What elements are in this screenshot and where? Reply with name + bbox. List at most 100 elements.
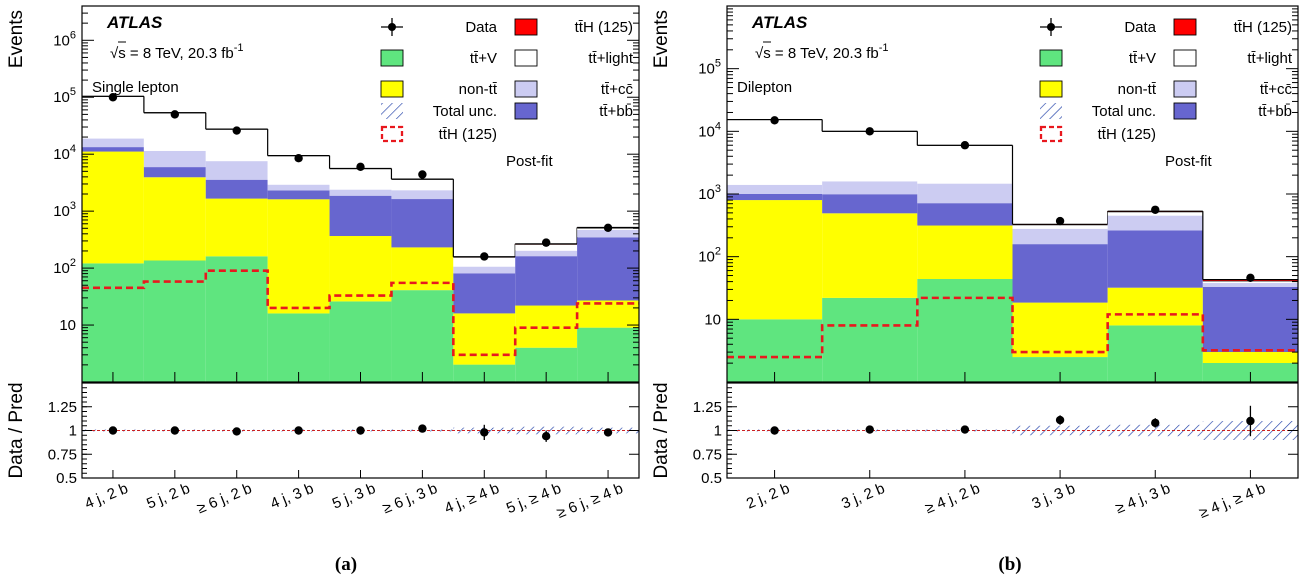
y-tick-exponent: 2 bbox=[70, 257, 76, 269]
ratio-panel: 0.5 0.75 1 1.25 Data / Pred bbox=[651, 382, 1299, 487]
data-point bbox=[960, 141, 970, 150]
y-tick-label: 10 bbox=[59, 317, 76, 334]
bar-tt̄+bb̄ bbox=[143, 167, 206, 178]
signal-overlay-line bbox=[727, 296, 1298, 359]
ratio-point bbox=[1151, 418, 1160, 428]
energy-lumi-label: √s = 8 TeV, 20.3 fb-1 bbox=[110, 42, 244, 62]
y-tick-exponent: 5 bbox=[715, 58, 721, 70]
data-point bbox=[294, 154, 303, 163]
y-tick-label: 105 bbox=[53, 86, 76, 106]
legend-swatch bbox=[1173, 49, 1197, 67]
legend-item: tt̄+cc̄ bbox=[514, 80, 633, 98]
bar-tt̄+V bbox=[267, 313, 330, 382]
experiment-label: ATLAS bbox=[751, 13, 808, 32]
bar-tt̄+bb̄ bbox=[1012, 244, 1108, 303]
data-points bbox=[108, 93, 613, 261]
x-category-label: ≥ 6 j, 3 b bbox=[380, 480, 440, 517]
legend-dash-swatch bbox=[1039, 125, 1063, 143]
data-point bbox=[108, 93, 118, 102]
bar-tt̄+cc̄ bbox=[1202, 282, 1298, 287]
legend-data-marker bbox=[388, 23, 396, 31]
bar-tt̄+light bbox=[515, 244, 578, 251]
legend-label: Data bbox=[465, 19, 497, 36]
legend-swatch bbox=[1173, 18, 1197, 36]
data-point bbox=[865, 127, 874, 136]
bar-tt̄+light bbox=[917, 145, 1013, 184]
y-tick-exponent: 2 bbox=[715, 246, 721, 258]
legend-item: non-tt̄ bbox=[1039, 80, 1157, 98]
legend-label: tt̄H (125) bbox=[1234, 19, 1292, 36]
data-point bbox=[418, 170, 427, 179]
bar-tt̄+light bbox=[453, 257, 516, 267]
bar-tt̄+cc̄ bbox=[727, 184, 823, 194]
bar-tt̄+cc̄ bbox=[515, 250, 578, 257]
chart-panel-a: 10 102 103 104 105 106 Events ATLAS √s = 8 TeV, … bbox=[6, 5, 640, 575]
legend-label: tt̄H (125) bbox=[575, 19, 633, 36]
bar-tt̄+bb̄ bbox=[1107, 230, 1203, 288]
legend-swatch bbox=[514, 102, 538, 120]
legend-label: tt̄H (125) bbox=[1098, 126, 1156, 143]
ratio-y-tick-label: 0.5 bbox=[701, 470, 722, 487]
ratio-y-tick-label: 1 bbox=[714, 423, 722, 440]
legend-item: tt̄+light bbox=[514, 49, 634, 67]
bar-tt̄+V bbox=[727, 319, 823, 382]
legend-item: tt̄+bb̄ bbox=[1173, 102, 1292, 120]
legend-item: tt̄+light bbox=[1173, 49, 1293, 67]
chart-panel-b: 10 102 103 104 105 Events ATLAS √s = 8 TeV, 20.… bbox=[651, 5, 1299, 575]
legend-swatch bbox=[1039, 49, 1063, 67]
ratio-point bbox=[865, 425, 874, 434]
legend-swatch bbox=[380, 49, 404, 67]
data-point bbox=[356, 162, 365, 172]
ratio-y-tick-label: 1 bbox=[69, 423, 77, 440]
ratio-point bbox=[356, 426, 365, 435]
bar-non-tt̄ bbox=[1202, 352, 1298, 363]
legend-item: tt̄H (125) bbox=[514, 18, 633, 36]
legend-swatch bbox=[1039, 80, 1063, 98]
bar-tt̄+bb̄ bbox=[391, 199, 454, 248]
data-point bbox=[170, 110, 180, 119]
legend-item: non-tt̄ bbox=[380, 80, 498, 98]
bar-tt̄+cc̄ bbox=[205, 161, 268, 180]
x-category-label: 3 j, 2 b bbox=[839, 480, 887, 513]
data-point bbox=[1151, 205, 1160, 214]
bar-tt̄+bb̄ bbox=[727, 194, 823, 201]
x-category-label: 2 j, 2 b bbox=[744, 480, 792, 513]
data-point bbox=[603, 223, 613, 232]
ratio-point bbox=[418, 424, 427, 433]
legend-item: tt̄H (125) bbox=[1039, 125, 1156, 143]
bar-non-tt̄ bbox=[1107, 287, 1203, 326]
y-axis-label: Events bbox=[651, 10, 672, 68]
bar-tt̄+light bbox=[82, 96, 144, 139]
legend-item: tt̄+bb̄ bbox=[514, 102, 633, 120]
legend: Data tt̄H (125) tt̄+V tt̄+light non-tt̄ tt̄+c… bbox=[380, 18, 634, 143]
x-category-label: ≥ 6 j, 2 b bbox=[195, 480, 255, 517]
bar-tt̄+light bbox=[822, 131, 918, 182]
x-category-label: ≥ 4 j, 3 b bbox=[1113, 480, 1173, 517]
legend-swatch bbox=[514, 80, 538, 98]
lumi-exponent: -1 bbox=[234, 42, 244, 54]
x-category-label: 3 j, 3 b bbox=[1029, 480, 1077, 513]
ratio-y-tick-label: 0.5 bbox=[56, 470, 77, 487]
y-tick-label: 103 bbox=[698, 183, 721, 203]
data-point bbox=[770, 116, 779, 125]
x-category-label: ≥ 4 j, 2 b bbox=[923, 480, 983, 517]
bar-tt̄+cc̄ bbox=[822, 181, 918, 195]
bar-tt̄+V bbox=[329, 301, 392, 382]
bar-non-tt̄ bbox=[82, 151, 144, 264]
bar-tt̄+V bbox=[917, 279, 1013, 382]
legend-label: Total unc. bbox=[1092, 103, 1156, 120]
ratio-unc-band bbox=[1107, 424, 1203, 437]
x-category-label: ≥ 4 j, ≥ 4 b bbox=[1197, 480, 1268, 522]
y-tick-exponent: 6 bbox=[70, 29, 76, 41]
ratio-unc-band bbox=[1012, 425, 1108, 436]
legend-item: tt̄+V bbox=[380, 49, 497, 67]
ratio-point bbox=[232, 427, 241, 436]
bar-tt̄+cc̄ bbox=[917, 183, 1013, 204]
data-point bbox=[1246, 273, 1255, 283]
x-category-label: ≥ 6 j, ≥ 4 b bbox=[554, 480, 625, 522]
x-category-label: 5 j, 2 b bbox=[144, 480, 192, 513]
bar-non-tt̄ bbox=[329, 236, 392, 302]
bar-tt̄+light bbox=[1012, 224, 1108, 229]
y-tick-exponent: 4 bbox=[70, 143, 76, 155]
